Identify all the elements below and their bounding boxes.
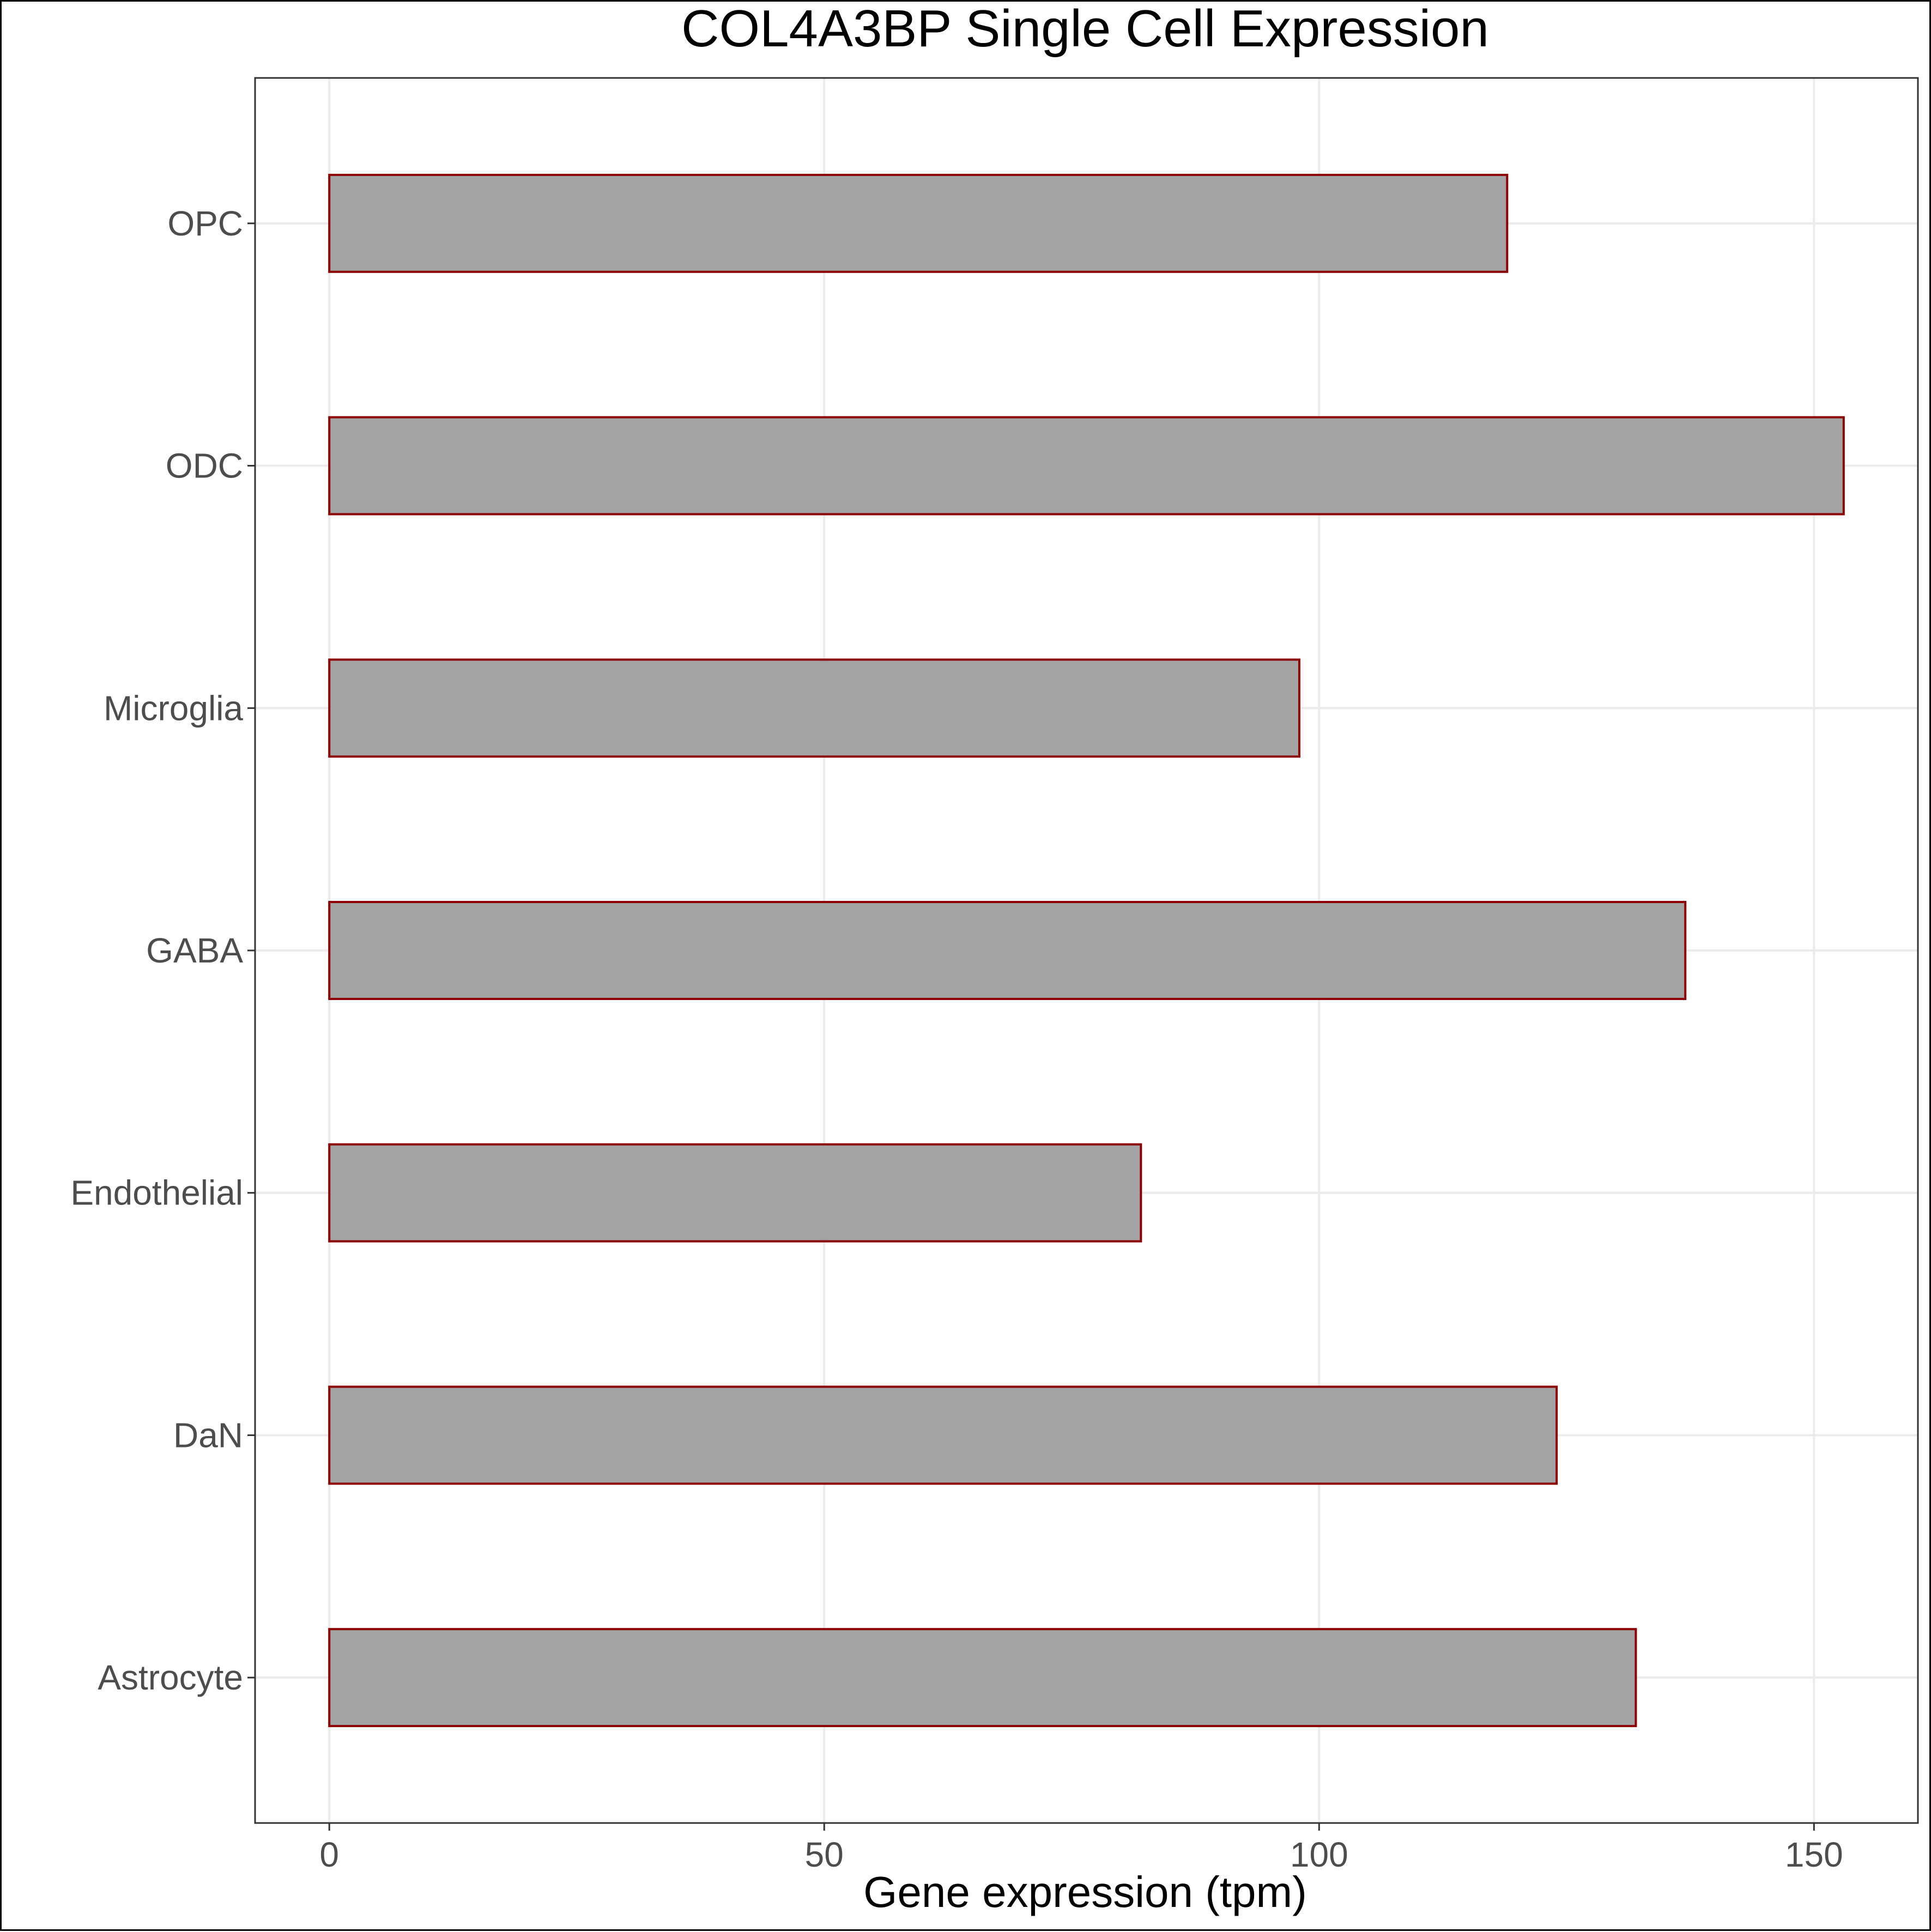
x-tick-label: 0 [319,1835,339,1874]
y-tick-label: OPC [167,204,243,243]
bar-opc [328,173,1509,273]
y-tick-label: GABA [146,931,243,970]
bar-microglia [328,658,1300,758]
x-axis-title: Gene expression (tpm) [863,1868,1307,1916]
y-tick-label: Endothelial [70,1173,243,1213]
x-tick-label: 150 [1785,1835,1843,1874]
y-tick-label: Microglia [104,688,243,728]
y-tick-label: ODC [166,446,243,486]
bar-astrocyte [328,1628,1637,1728]
chart-title: COL4A3BP Single Cell Expression [681,2,1489,58]
x-tick-label: 100 [1290,1835,1348,1874]
bar-odc [328,416,1845,516]
y-tick-label: DaN [173,1415,243,1455]
bar-layer [328,173,1845,1728]
x-tick-label: 50 [805,1835,844,1874]
y-tick-label: Astrocyte [98,1658,243,1697]
bar-dan [328,1385,1558,1485]
axis-layer: Astrocyte DaN Endothelial GABA Microglia ODC O… [70,77,1919,1874]
bar-gaba [328,901,1687,1000]
bar-endothelial [328,1143,1142,1243]
